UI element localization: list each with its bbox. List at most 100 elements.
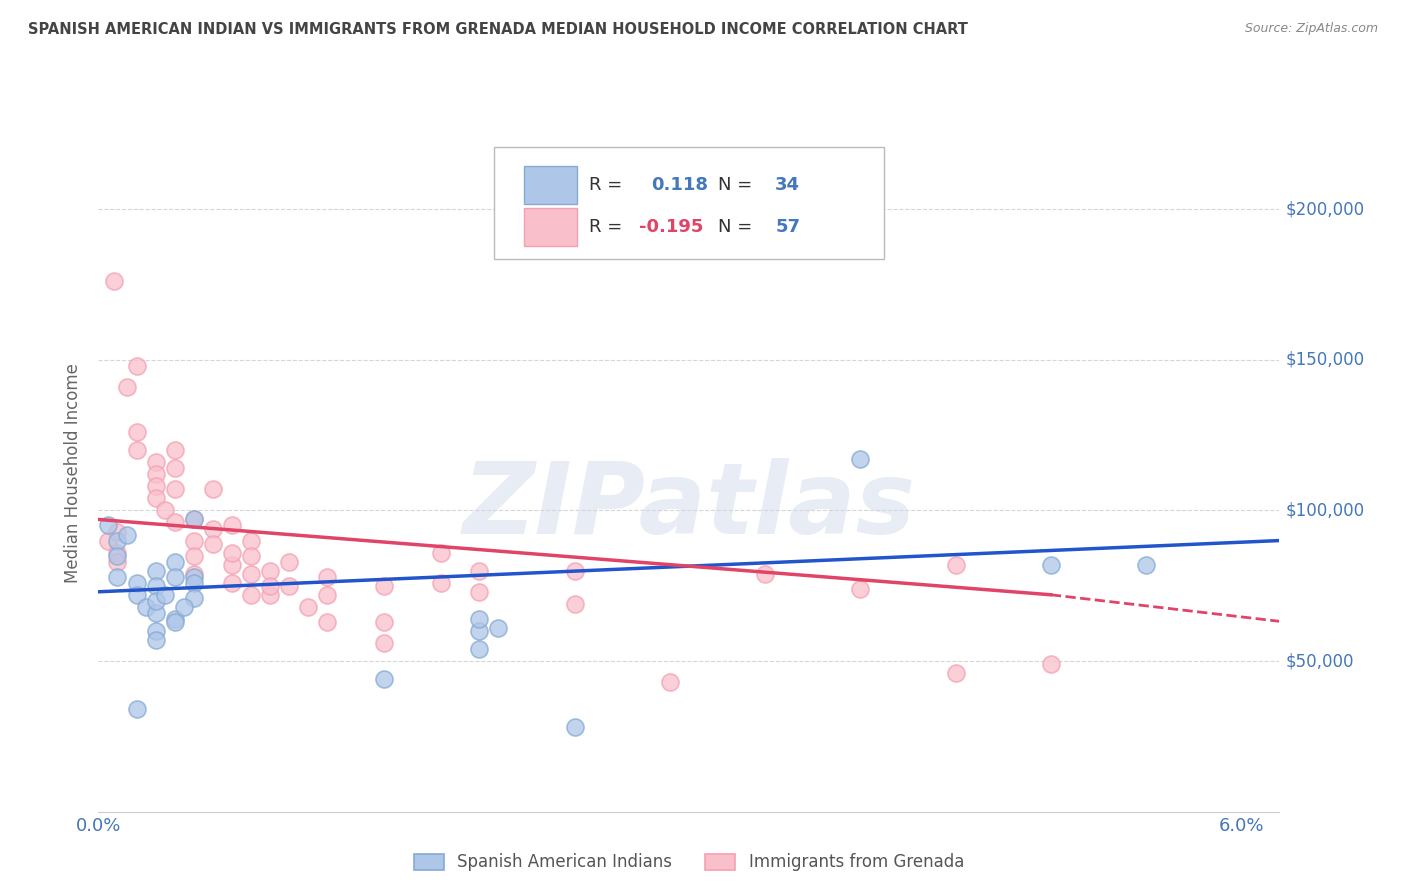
Point [125,443,148,458]
Text: $50,000: $50,000 [1285,652,1354,670]
Text: $150,000: $150,000 [1285,351,1364,368]
FancyBboxPatch shape [523,166,576,203]
Point [221,558,243,572]
Point [125,702,148,716]
Point [239,588,262,602]
Point [183,570,205,584]
Point [153,588,176,602]
Point [107,570,129,584]
Text: 0.118: 0.118 [651,177,709,194]
Point [239,533,262,548]
Point [373,636,395,650]
Point [201,521,224,535]
Point [125,359,148,373]
Point [97,518,120,533]
Point [239,549,262,563]
Point [107,555,129,569]
Point [163,483,186,497]
Point [297,599,319,614]
Point [97,533,120,548]
Point [373,579,395,593]
Point [145,479,167,493]
Point [115,527,138,541]
Point [1135,558,1157,572]
Point [163,555,186,569]
Point [468,624,491,638]
Point [277,579,299,593]
Point [135,599,157,614]
Text: N =: N = [718,219,752,236]
Text: $200,000: $200,000 [1285,200,1364,219]
Point [183,591,205,605]
Point [107,549,129,563]
Point [173,599,195,614]
Point [239,566,262,581]
Point [183,549,205,563]
Point [163,570,186,584]
Text: R =: R = [589,219,621,236]
Point [201,483,224,497]
Point [259,588,281,602]
Point [259,564,281,578]
Point [107,533,129,548]
Y-axis label: Median Household Income: Median Household Income [65,363,83,582]
Point [373,672,395,686]
Point [145,594,167,608]
Point [945,666,967,681]
Point [145,606,167,620]
Point [125,575,148,590]
Point [468,612,491,626]
FancyBboxPatch shape [523,209,576,245]
Point [103,275,125,289]
Point [564,564,586,578]
Point [945,558,967,572]
Point [163,615,186,629]
Point [488,621,510,635]
Legend: Spanish American Indians, Immigrants from Grenada: Spanish American Indians, Immigrants fro… [408,847,970,878]
Point [373,615,395,629]
Point [259,579,281,593]
Point [145,632,167,647]
Point [849,452,872,467]
Text: R =: R = [589,177,621,194]
Point [221,546,243,560]
Point [163,443,186,458]
Point [277,555,299,569]
Point [1039,657,1062,671]
Point [145,579,167,593]
Point [221,518,243,533]
Point [145,624,167,638]
FancyBboxPatch shape [494,147,884,260]
Text: ZIPatlas: ZIPatlas [463,458,915,555]
Point [564,720,586,734]
Point [145,455,167,469]
Point [107,546,129,560]
Text: Source: ZipAtlas.com: Source: ZipAtlas.com [1244,22,1378,36]
Point [201,536,224,550]
Point [1039,558,1062,572]
Point [183,512,205,526]
Point [145,564,167,578]
Point [564,597,586,611]
Point [468,564,491,578]
Point [115,380,138,394]
Point [316,615,339,629]
Point [221,575,243,590]
Point [163,516,186,530]
Point [153,503,176,517]
Point [316,588,339,602]
Point [163,612,186,626]
Point [849,582,872,596]
Point [430,546,453,560]
Text: 57: 57 [775,219,800,236]
Point [316,570,339,584]
Point [183,533,205,548]
Point [125,425,148,439]
Point [658,675,681,690]
Point [107,524,129,539]
Text: N =: N = [718,177,752,194]
Text: -0.195: -0.195 [640,219,704,236]
Point [125,588,148,602]
Point [430,575,453,590]
Point [183,512,205,526]
